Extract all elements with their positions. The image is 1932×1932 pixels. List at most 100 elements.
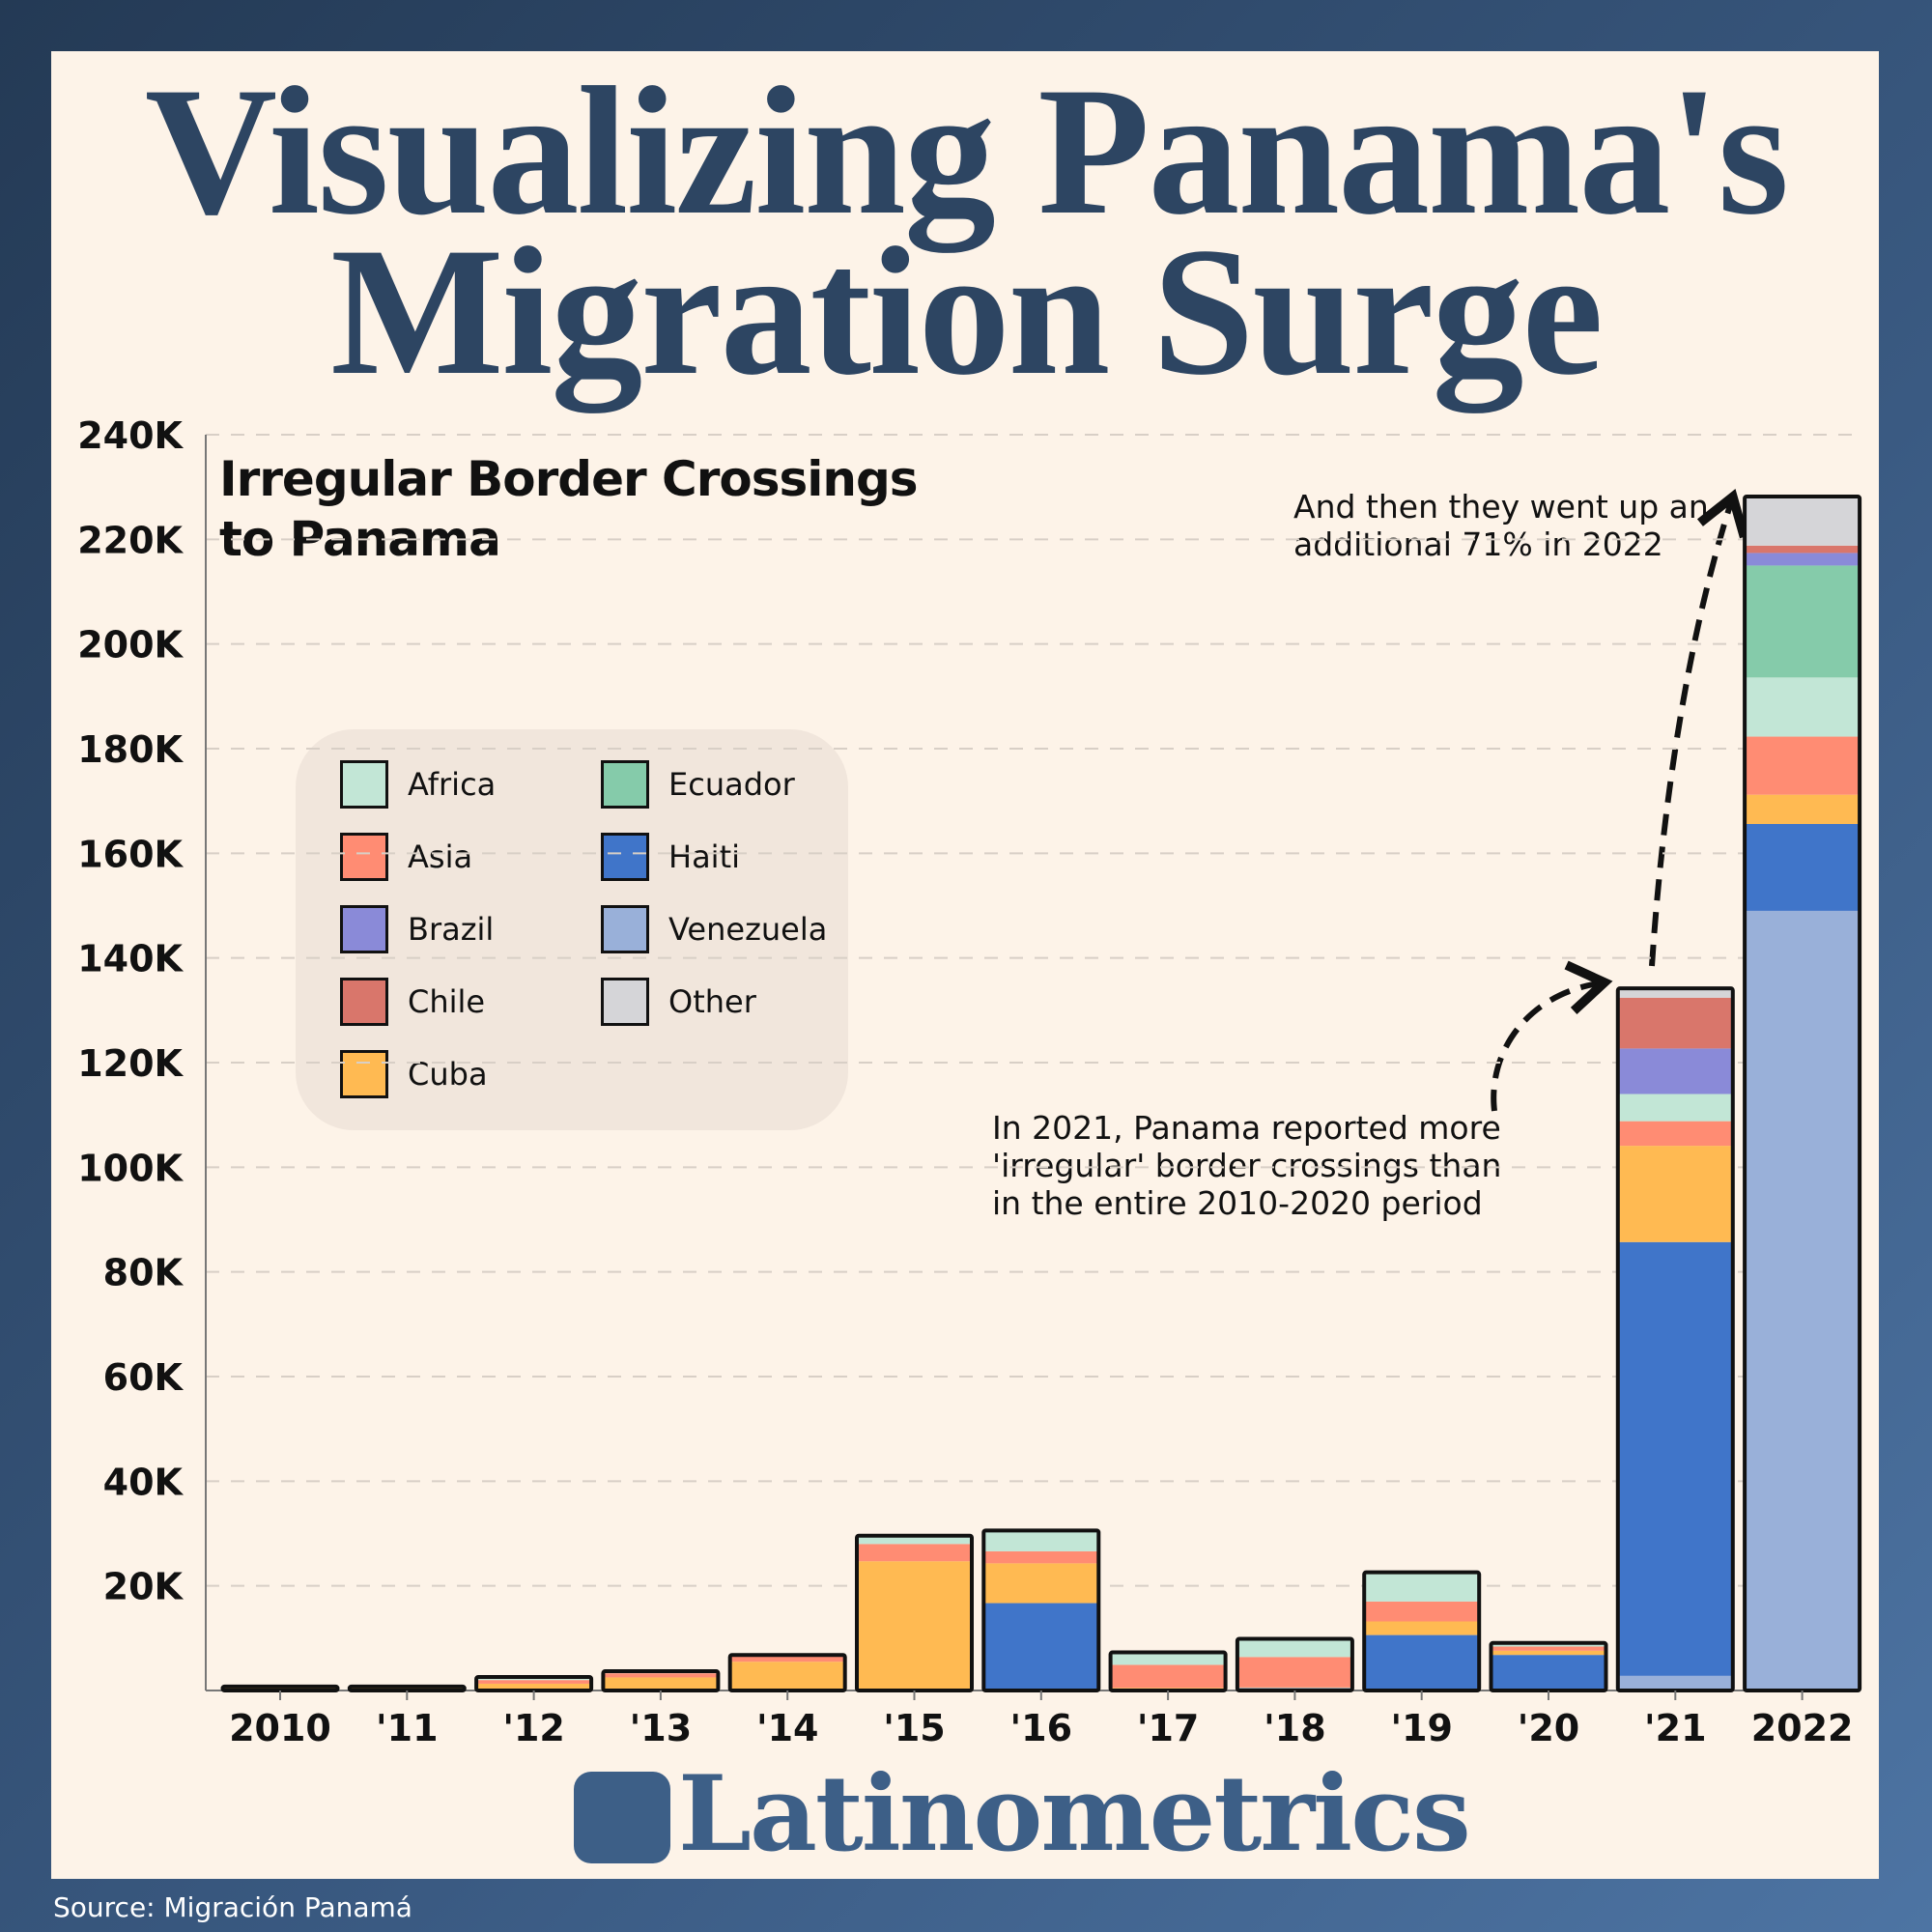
bar-segment-asia: [603, 1673, 719, 1678]
bar-segment-haiti: [1491, 1655, 1606, 1690]
legend-item-ecuador: Ecuador: [601, 760, 795, 809]
bar-segment-africa: [1364, 1573, 1480, 1602]
x-tick-label: '14: [756, 1707, 819, 1749]
bar-segment-haiti: [1617, 1241, 1733, 1676]
bar-segment-cuba: [1110, 1688, 1226, 1690]
bar-segment-haiti: [1364, 1634, 1480, 1690]
y-tick-label: 180K: [77, 728, 184, 771]
legend-label: Haiti: [668, 838, 740, 875]
y-tick-label: 20K: [103, 1566, 185, 1608]
x-tick-label: '13: [630, 1707, 693, 1749]
annotation-line: In 2021, Panama reported more: [992, 1109, 1501, 1147]
annotation-line: in the entire 2010-2020 period: [992, 1184, 1483, 1222]
x-tick-label: '21: [1644, 1707, 1707, 1749]
bar-segment-other: [1617, 989, 1733, 998]
bar-segment-africa: [1110, 1653, 1226, 1665]
bar-segment-venezuela: [1745, 910, 1861, 1690]
legend-label: Cuba: [408, 1056, 488, 1093]
bar-segment-cuba: [1745, 794, 1861, 824]
bar-segment-asia: [983, 1550, 1099, 1564]
legend-label: Chile: [408, 983, 486, 1020]
y-tick-label: 100K: [77, 1147, 184, 1189]
bar-segment-asia: [1110, 1664, 1226, 1689]
bar-segment-africa: [1745, 677, 1861, 737]
bar-segment-brazil: [1745, 553, 1861, 566]
bar-segment-chile: [1617, 997, 1733, 1049]
latinometrics-logo-icon: [574, 1772, 670, 1863]
brand-name: Latinometrics: [678, 1753, 1471, 1875]
bar-segment-cuba: [603, 1677, 719, 1690]
bar-segment-other: [1745, 497, 1861, 546]
x-tick-label: 2022: [1751, 1707, 1854, 1749]
y-tick-label: 60K: [103, 1356, 185, 1399]
annotation-2021: In 2021, Panama reported more 'irregular…: [992, 1109, 1501, 1222]
bar-segment-cuba: [1617, 1146, 1733, 1242]
y-tick-label: 240K: [77, 414, 184, 457]
bar-segment-africa: [476, 1678, 592, 1681]
legend-swatch: [340, 833, 388, 881]
bar-segment-asia: [1745, 736, 1861, 795]
bar-segment-asia: [729, 1656, 845, 1662]
legend-label: Asia: [408, 838, 473, 875]
bar-segment-cuba: [1491, 1650, 1606, 1656]
x-tick-label: '18: [1264, 1707, 1326, 1749]
y-tick-label: 200K: [77, 624, 184, 667]
bar-segment-haiti: [1236, 1688, 1352, 1689]
bar-segment-venezuela: [1617, 1675, 1733, 1690]
y-tick-label: 80K: [103, 1252, 185, 1294]
legend-label: Venezuela: [668, 911, 828, 948]
bar-segment-haiti: [1745, 824, 1861, 911]
bar-segment-cuba: [729, 1662, 845, 1690]
legend-label: Africa: [408, 766, 497, 803]
page-title-row: Migration Surge: [58, 220, 1874, 404]
bar-segment-asia: [1236, 1657, 1352, 1688]
bar-segment-africa: [1617, 1094, 1733, 1122]
x-tick-label: '15: [883, 1707, 946, 1749]
legend-item-brazil: Brazil: [340, 905, 494, 953]
bar-segment-brazil: [1617, 1048, 1733, 1094]
chart-title-line: Irregular Border Crossings: [219, 451, 919, 507]
legend-label: Other: [668, 983, 756, 1020]
bar-segment-chile: [1745, 545, 1861, 554]
bar-segment-cuba: [1236, 1687, 1352, 1689]
bar-segment-ecuador: [1745, 565, 1861, 678]
bar-segment-cuba: [983, 1563, 1099, 1604]
legend-swatch: [601, 760, 649, 809]
bar-segment-africa: [1236, 1639, 1352, 1658]
x-tick-label: '12: [502, 1707, 565, 1749]
x-tick-label: '16: [1010, 1707, 1073, 1749]
legend-swatch: [340, 905, 388, 953]
bar-segment-asia: [476, 1680, 592, 1684]
x-tick-label: 2010: [229, 1707, 331, 1749]
arrow-2021: [1491, 960, 1613, 1112]
legend-item-other: Other: [601, 978, 756, 1026]
legend-label: Ecuador: [668, 766, 795, 803]
legend-item-venezuela: Venezuela: [601, 905, 827, 953]
legend-item-cuba: Cuba: [340, 1050, 488, 1098]
annotation-line: additional 71% in 2022: [1293, 526, 1663, 563]
annotation-2022: And then they went up an additional 71% …: [1293, 488, 1709, 563]
x-tick-label: '11: [376, 1707, 439, 1749]
source-note: Source: Migración Panamá: [53, 1891, 412, 1923]
y-tick-label: 220K: [77, 519, 184, 561]
legend-item-asia: Asia: [340, 833, 472, 881]
legend-item-haiti: Haiti: [601, 833, 740, 881]
bar-segment-africa: [857, 1536, 972, 1545]
bar-segment-cuba: [857, 1561, 972, 1690]
legend-swatch: [340, 760, 388, 809]
legend-swatch: [340, 978, 388, 1026]
bar-segment-asia: [857, 1544, 972, 1562]
legend-item-chile: Chile: [340, 978, 485, 1026]
bar-segment-cuba: [476, 1683, 592, 1690]
bar-segment-africa: [983, 1531, 1099, 1551]
legend-swatch: [601, 833, 649, 881]
x-tick-label: '19: [1390, 1707, 1453, 1749]
legend-item-africa: Africa: [340, 760, 496, 809]
bar-segment-haiti: [983, 1603, 1099, 1690]
legend: Africa Asia Brazil Chile Cuba Ecuador Haiti Ven…: [296, 729, 848, 1130]
y-tick-label: 140K: [77, 938, 184, 980]
legend-label: Brazil: [408, 911, 495, 948]
page-title-row: Visualizing Panama's: [58, 60, 1874, 243]
arrow-2022: [1649, 489, 1749, 967]
